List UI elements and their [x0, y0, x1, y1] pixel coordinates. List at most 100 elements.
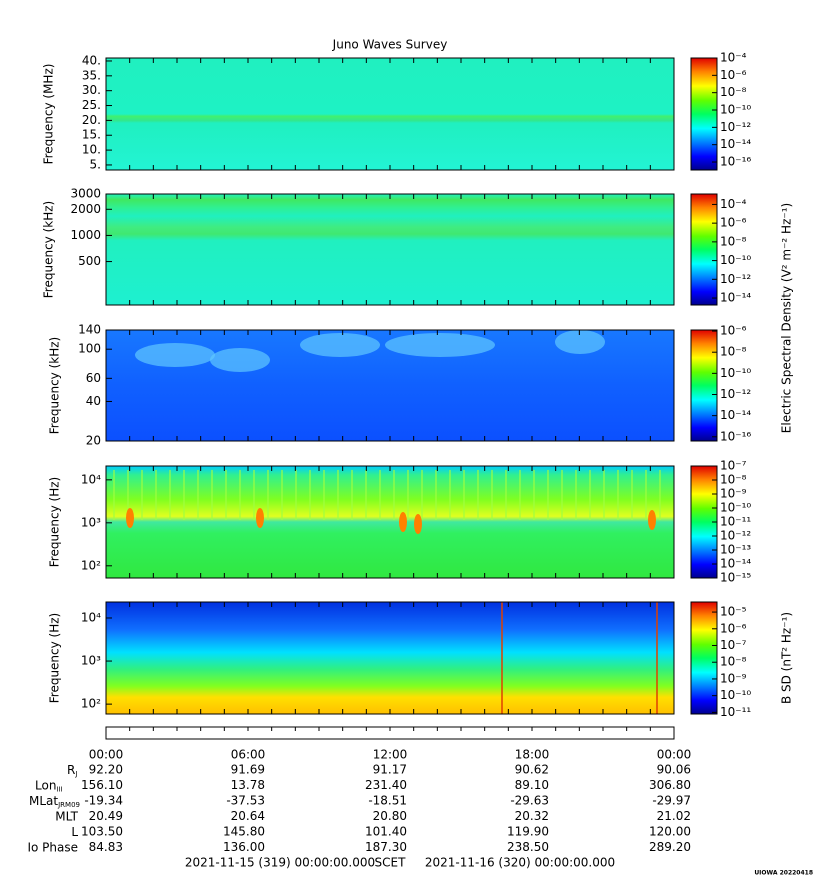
row-value: 119.90: [507, 825, 549, 839]
row-value: 101.40: [365, 825, 407, 839]
row-label-text: MLat: [29, 794, 58, 808]
colorbar-tick-label: 10⁻¹²: [720, 387, 751, 401]
row-label-subscript: III: [56, 786, 62, 794]
row-value: 90.62: [515, 763, 549, 777]
colorbar-tick-label: 10⁻¹⁰: [720, 366, 751, 380]
colorbar-tick-label: 10⁻⁶: [720, 621, 747, 635]
texture: [399, 512, 407, 532]
colorbar: [691, 602, 717, 714]
y-tick-label: 10.: [82, 143, 101, 157]
row-label: MLT: [55, 809, 78, 823]
colorbar-tick-label: 10⁻¹²: [720, 529, 751, 543]
row-value: 89.10: [515, 778, 549, 792]
y-axis-label: Frequency (Hz): [48, 613, 62, 704]
colorbar-tick-label: 10⁻⁴: [720, 51, 747, 65]
colorbar-tick-label: 10⁻¹¹: [720, 705, 751, 719]
footer-frame: SCET: [375, 856, 407, 870]
colorbar-tick-label: 10⁻⁷: [720, 638, 747, 652]
row-value: 20.32: [515, 809, 549, 823]
texture: [414, 514, 422, 534]
texture: [126, 508, 134, 528]
row-value: 20.80: [373, 809, 407, 823]
row-label-text: MLT: [55, 809, 78, 823]
y-tick-label: 100: [78, 342, 101, 356]
row-label-text: Lon: [35, 778, 56, 792]
y-tick-label: 10⁴: [81, 472, 101, 486]
row-value: 103.50: [81, 825, 123, 839]
colorbar-tick-label: 10⁻¹⁵: [720, 571, 751, 585]
colorbar-label: Electric Spectral Density (V² m⁻² Hz⁻¹): [780, 203, 794, 433]
texture: [385, 333, 495, 357]
time-label: 06:00: [231, 748, 266, 762]
row-value: 84.83: [89, 840, 123, 854]
row-label: MLatJRM09: [29, 794, 80, 810]
row-label-text: L: [71, 825, 78, 839]
y-axis-label: Frequency (MHz): [42, 64, 56, 165]
colorbar-tick-label: 10⁻¹⁴: [720, 557, 751, 571]
row-value: 136.00: [223, 840, 265, 854]
y-tick-label: 10³: [81, 654, 101, 668]
row-value: -19.34: [84, 794, 123, 808]
row-value: 231.40: [365, 778, 407, 792]
row-label: LonIII: [35, 778, 63, 794]
row-value: 90.06: [657, 763, 691, 777]
y-axis-label: Frequency (kHz): [48, 337, 62, 434]
row-value: 187.30: [365, 840, 407, 854]
y-tick-label: 30.: [82, 83, 101, 97]
footer-stamp: UIOWA 20220418: [754, 870, 813, 877]
y-tick-label: 10⁴: [81, 610, 101, 624]
spectrogram-image: [106, 602, 674, 714]
y-tick-label: 20.: [82, 113, 101, 127]
texture: [300, 333, 380, 357]
colorbar-tick-label: 10⁻⁶: [720, 324, 747, 338]
texture: [210, 348, 270, 372]
colorbar-tick-label: 10⁻¹⁰: [720, 253, 751, 267]
colorbar-tick-label: 10⁻⁹: [720, 671, 747, 685]
colorbar-tick-label: 10⁻⁹: [720, 487, 747, 501]
y-axis-label: Frequency (kHz): [42, 201, 56, 298]
row-value: 21.02: [657, 809, 691, 823]
row-value: -29.97: [652, 794, 691, 808]
y-tick-label: 140: [78, 323, 101, 337]
row-label-subscript: JRM09: [57, 801, 80, 809]
colorbar-tick-label: 10⁻¹⁰: [720, 103, 751, 117]
colorbar-tick-label: 10⁻⁵: [720, 605, 747, 619]
y-tick-label: 5.: [90, 157, 101, 171]
row-value: 156.10: [81, 778, 123, 792]
colorbar-frame: [690, 329, 718, 442]
colorbar-tick-label: 10⁻¹²: [720, 120, 751, 134]
row-label-subscript: J: [74, 770, 77, 778]
spectrogram-image: [106, 194, 674, 305]
colorbar-tick-label: 10⁻¹⁰: [720, 688, 751, 702]
colorbar-frame: [690, 57, 718, 171]
colorbar: [691, 58, 717, 170]
colorbar-tick-label: 10⁻⁸: [720, 655, 747, 669]
footer-start: 2021-11-15 (319) 00:00:00.000: [185, 856, 375, 870]
colorbar-tick-label: 10⁻¹¹: [720, 515, 751, 529]
colorbar-tick-label: 10⁻¹⁶: [720, 155, 751, 169]
row-value: -37.53: [226, 794, 265, 808]
time-label: 00:00: [657, 748, 692, 762]
colorbar-tick-label: 10⁻⁸: [720, 345, 747, 359]
y-tick-label: 35.: [82, 68, 101, 82]
row-value: 238.50: [507, 840, 549, 854]
y-axis-label: Frequency (Hz): [48, 477, 62, 568]
colorbar-tick-label: 10⁻¹⁴: [720, 291, 751, 305]
spectrogram-image: [106, 58, 674, 170]
colorbar-tick-label: 10⁻¹⁴: [720, 408, 751, 422]
y-tick-label: 1000: [70, 228, 101, 242]
spectrogram-image: [106, 466, 674, 578]
y-tick-label: 500: [78, 254, 101, 268]
colorbar-tick-label: 10⁻⁴: [720, 197, 747, 211]
row-value: 91.17: [373, 763, 407, 777]
panels: 5.10.15.20.25.30.35.40. Frequency (MHz) Ju…: [42, 38, 794, 719]
row-label: RJ: [67, 763, 77, 779]
colorbar-tick-label: 10⁻¹⁶: [720, 429, 751, 443]
y-tick-label: 40.: [82, 53, 101, 67]
texture: [135, 343, 215, 367]
colorbar-frame: [690, 601, 718, 715]
colorbar-frame: [690, 193, 718, 306]
row-value: 306.80: [649, 778, 691, 792]
colorbar-label: B SD (nT² Hz⁻¹): [780, 612, 794, 704]
